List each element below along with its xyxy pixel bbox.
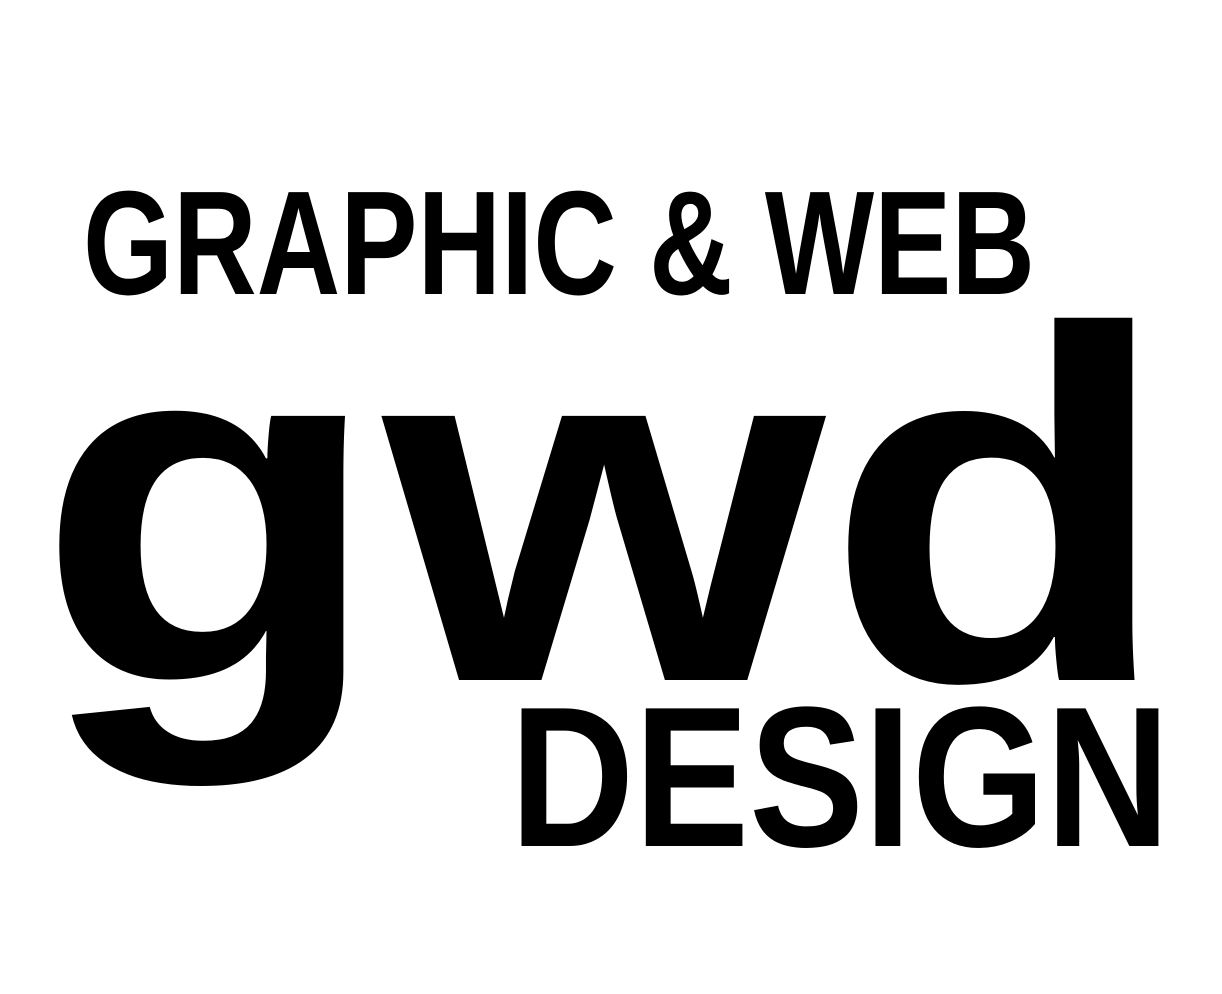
logo-tagline-top: GRAPHIC & WEB [83,161,1035,326]
logo-monogram: gwd [36,227,1172,789]
logo-tagline-bottom: DESIGN [510,666,1170,889]
